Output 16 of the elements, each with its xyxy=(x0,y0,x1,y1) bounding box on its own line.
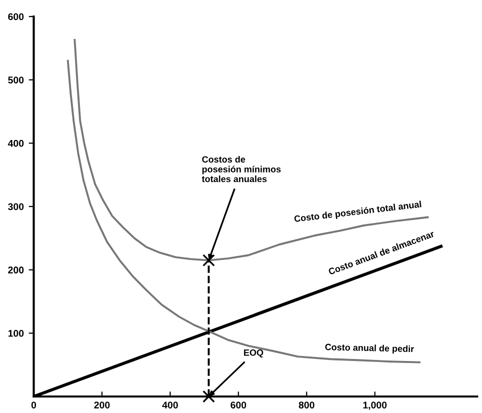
x-tick-label: 0 xyxy=(31,402,36,408)
annotation: Costos de posesión mínimos totales anuales xyxy=(202,156,281,182)
y-tick-label: 100 xyxy=(8,330,24,337)
series-label: Costo anual de pedir xyxy=(325,344,414,354)
x-tick-label: 600 xyxy=(230,402,246,408)
y-tick-label: 200 xyxy=(8,266,24,274)
text: Costo de posesión total anual xyxy=(294,200,422,224)
y-tick-label: 300 xyxy=(8,203,24,210)
y-tick-label: 400 xyxy=(8,140,24,147)
annotation: EOQ xyxy=(244,349,264,358)
x-tick-label: 800 xyxy=(298,402,314,408)
x-tick-label: 200 xyxy=(94,402,110,408)
y-tick-label: 600 xyxy=(8,13,24,20)
x-tick-label: 400 xyxy=(162,402,178,408)
y-tick-label: 500 xyxy=(8,76,24,84)
x-tick-label: 1,000 xyxy=(363,402,387,410)
